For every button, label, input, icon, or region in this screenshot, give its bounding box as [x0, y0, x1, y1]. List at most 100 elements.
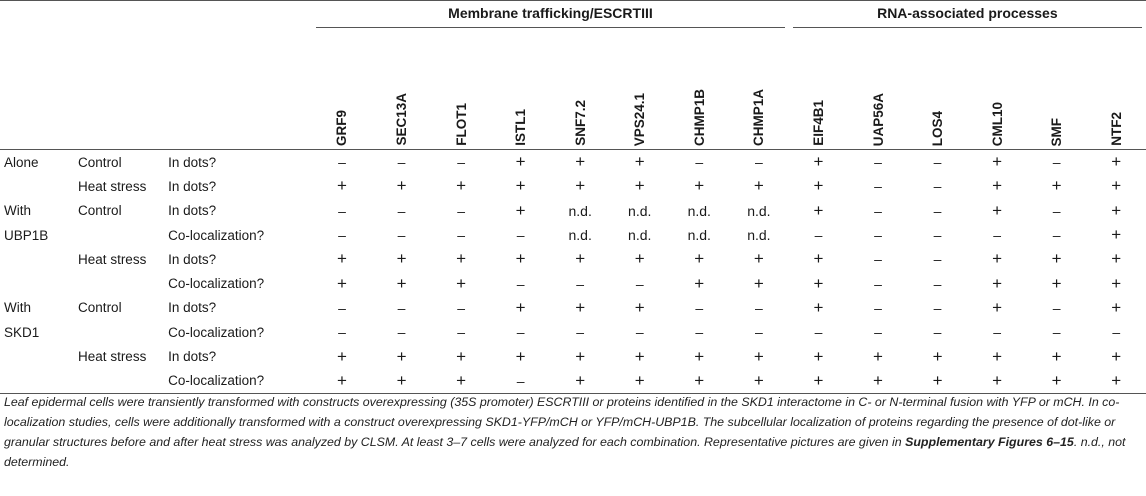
value-cell: –: [874, 202, 882, 219]
question-cell: Co-localization?: [162, 368, 313, 394]
gene-label: ISTL1: [513, 109, 529, 146]
stress-cell: Heat stress: [78, 251, 147, 267]
gene-header: SNF7.2: [550, 31, 610, 150]
value-cell: –: [1052, 154, 1061, 171]
value-cell: +: [456, 346, 467, 366]
question-cell: Co-localization?: [168, 276, 265, 292]
value-cell: +: [575, 249, 586, 269]
value-cell: +: [515, 152, 526, 172]
value-cell: +: [634, 346, 645, 366]
value-cell: +: [515, 346, 526, 366]
gene-label: SEC13A: [394, 93, 410, 146]
gene-header: SEC13A: [372, 31, 432, 150]
value-cell: n.d.: [628, 227, 652, 244]
value-cell: +: [456, 249, 467, 269]
value-cell: –: [695, 324, 704, 341]
value-cell: +: [515, 249, 526, 269]
value-cell: +: [992, 273, 1003, 293]
value-cell: –: [874, 324, 882, 341]
value-cell: –: [635, 324, 644, 341]
value-cell: –: [1052, 324, 1061, 341]
value-cell: +: [456, 176, 467, 196]
localization-table: Membrane trafficking/ESCRTIII RNA-associ…: [0, 0, 1146, 394]
value-cell: –: [754, 154, 763, 171]
group-header-empty: [0, 0, 313, 31]
value-cell: +: [813, 346, 824, 366]
gene-header: EIF4B1: [789, 31, 849, 150]
stress-cell: [72, 223, 162, 247]
table-row: With Control In dots? – – – + n.d. n.d. n.d. n.d. +…: [0, 199, 1146, 223]
value-cell: –: [1112, 324, 1121, 341]
gene-label: GRF9: [334, 109, 350, 146]
condition-cell: Alone: [4, 154, 39, 170]
value-cell: –: [490, 368, 551, 394]
gene-header: FLOT1: [431, 31, 491, 150]
value-cell: –: [338, 299, 346, 316]
condition-cell: [0, 247, 72, 271]
results-table-container: Membrane trafficking/ESCRTIII RNA-associ…: [0, 0, 1146, 394]
gene-label: EIF4B1: [810, 100, 826, 146]
value-cell: +: [634, 152, 645, 172]
value-cell: +: [515, 297, 526, 317]
value-cell: +: [992, 200, 1003, 220]
value-cell: +: [515, 200, 526, 220]
value-cell: +: [813, 273, 824, 293]
value-cell: +: [1111, 249, 1122, 269]
value-cell: +: [992, 297, 1003, 317]
table-row: Heat stress In dots? + + + + + + + + + + + + + +: [0, 344, 1146, 368]
value-cell: +: [634, 249, 645, 269]
group-header-row: Membrane trafficking/ESCRTIII RNA-associ…: [0, 0, 1146, 31]
gene-label: VPS24.1: [632, 92, 648, 146]
value-cell: –: [516, 227, 525, 244]
value-cell: –: [338, 324, 346, 341]
value-cell: –: [814, 227, 823, 244]
value-cell: +: [1111, 176, 1122, 196]
gene-header: ISTL1: [491, 31, 551, 150]
stress-cell: Control: [78, 300, 122, 316]
value-cell: –: [933, 251, 942, 268]
question-cell: In dots?: [168, 178, 217, 194]
value-cell: –: [933, 202, 942, 219]
gene-header: SMF: [1027, 31, 1087, 150]
value-cell: +: [813, 176, 824, 196]
condition-cell: SKD1: [4, 324, 40, 340]
value-cell: +: [396, 346, 407, 366]
gene-header: CHMP1B: [670, 31, 730, 150]
value-cell: +: [396, 249, 407, 269]
stress-cell: [72, 320, 162, 344]
gene-header: LOS4: [908, 31, 968, 150]
value-cell: +: [694, 346, 705, 366]
gene-label: LOS4: [930, 110, 946, 146]
value-cell: –: [516, 324, 525, 341]
value-cell: –: [457, 324, 465, 341]
gene-header: UAP56A: [848, 31, 908, 150]
question-cell: In dots?: [168, 203, 217, 219]
stress-cell: Control: [78, 154, 122, 170]
value-cell: +: [337, 273, 347, 293]
value-cell: –: [397, 202, 406, 219]
value-cell: n.d.: [687, 202, 711, 219]
value-cell: –: [338, 154, 346, 171]
value-cell: +: [813, 249, 824, 269]
value-cell: n.d.: [568, 202, 592, 219]
value-cell: +: [669, 368, 730, 394]
gene-label: CHMP1B: [691, 88, 707, 146]
value-cell: –: [457, 202, 465, 219]
stress-cell: [72, 271, 162, 295]
value-cell: –: [695, 299, 704, 316]
value-cell: –: [874, 299, 882, 316]
value-cell: –: [1052, 227, 1061, 244]
value-cell: +: [1051, 346, 1062, 366]
value-cell: –: [397, 299, 406, 316]
value-cell: –: [874, 251, 882, 268]
value-cell: +: [729, 368, 789, 394]
condition-cell: With: [4, 300, 31, 316]
value-cell: +: [575, 152, 586, 172]
value-cell: –: [933, 178, 942, 195]
value-cell: –: [874, 154, 882, 171]
value-cell: n.d.: [568, 227, 592, 244]
value-cell: +: [337, 249, 347, 269]
gene-header: CML10: [967, 31, 1027, 150]
table-row: SKD1 Co-localization? – – – – – – – – – – – – – –: [0, 320, 1146, 344]
gene-header: CHMP1A: [729, 31, 789, 150]
